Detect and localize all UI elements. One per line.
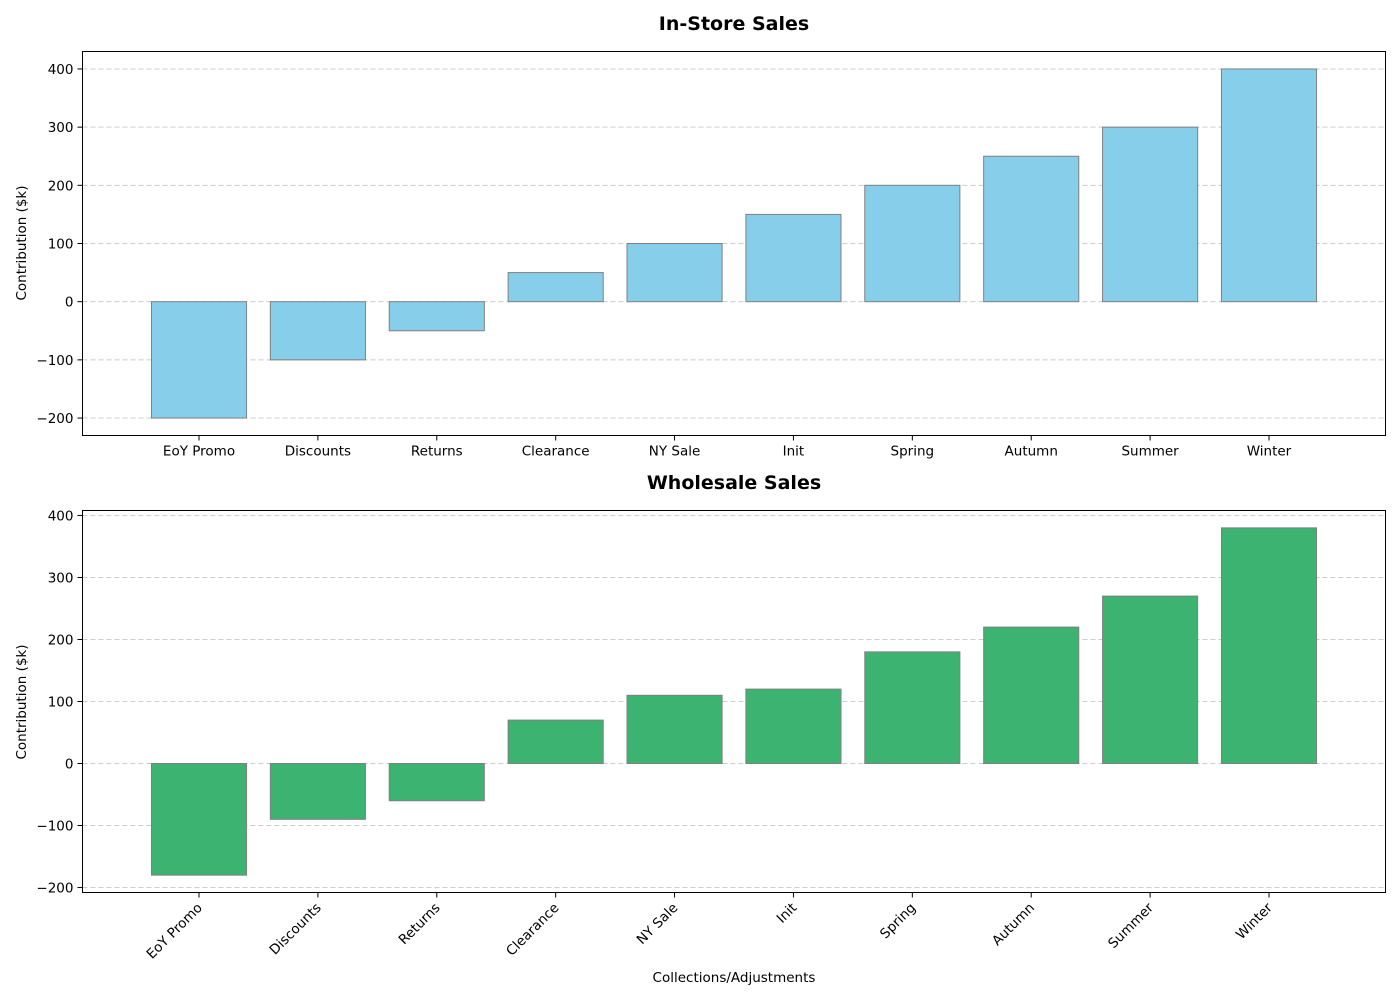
y-tick-label: 100	[48, 237, 74, 253]
y-tick-label: 0	[65, 295, 74, 311]
bar	[745, 213, 842, 303]
x-tick-label: Summer	[1121, 444, 1179, 460]
y-tick-label: −200	[36, 411, 73, 427]
x-tick-label: EoY Promo	[163, 444, 235, 460]
bar	[269, 301, 366, 361]
x-tick-label: Winter	[1233, 900, 1276, 943]
bar	[864, 184, 961, 303]
y-tick-label: 200	[48, 632, 74, 648]
bar	[507, 719, 604, 765]
bar	[388, 763, 485, 802]
x-tick-label: NY Sale	[649, 444, 701, 460]
plot-frame	[82, 510, 1386, 893]
plot-frame	[82, 51, 1386, 436]
x-tick-label: Clearance	[503, 900, 562, 959]
bar	[626, 243, 723, 303]
x-tick-label: Clearance	[522, 444, 590, 460]
chart-title: In-Store Sales	[659, 13, 809, 35]
y-tick-label: 200	[48, 178, 74, 194]
y-tick-label: −100	[36, 353, 73, 369]
bar	[1102, 126, 1199, 303]
bar	[983, 626, 1080, 765]
y-axis-label: Contribution ($k)	[14, 185, 30, 300]
x-tick-label: Spring	[877, 900, 919, 942]
x-tick-label: Init	[783, 444, 805, 460]
bar	[1102, 595, 1199, 765]
x-tick-label: Winter	[1247, 444, 1292, 460]
x-tick-label: Spring	[891, 444, 935, 460]
y-tick-label: −100	[36, 819, 73, 835]
y-tick-label: 0	[65, 757, 74, 773]
y-tick-label: 400	[48, 508, 74, 524]
x-tick-label: EoY Promo	[144, 900, 206, 962]
x-tick-label: Returns	[396, 900, 444, 948]
x-tick-label: Summer	[1105, 900, 1157, 952]
bar	[983, 155, 1080, 303]
chart-title: Wholesale Sales	[647, 472, 821, 494]
y-tick-label: 100	[48, 695, 74, 711]
x-tick-label: Discounts	[267, 900, 325, 958]
in-store-sales-panel: In-Store Sales Contribution ($k) −200 −10…	[14, 13, 1386, 460]
bar	[150, 301, 248, 419]
bar	[269, 763, 366, 820]
bar	[745, 688, 842, 765]
x-tick-label: Autumn	[989, 900, 1038, 949]
y-tick-label: 300	[48, 120, 74, 136]
x-axis-label: Collections/Adjustments	[653, 970, 816, 986]
x-tick-label: Discounts	[285, 444, 351, 460]
x-tick-label: NY Sale	[634, 900, 682, 948]
y-tick-label: 400	[48, 62, 74, 78]
x-tick-label: Returns	[411, 444, 463, 460]
bar	[150, 763, 248, 876]
bar	[626, 694, 723, 765]
bar	[507, 272, 604, 303]
bar	[388, 301, 485, 332]
wholesale-sales-panel: Wholesale Sales Contribution ($k) Collec…	[14, 472, 1386, 986]
x-tick-label: Autumn	[1005, 444, 1058, 460]
bar	[1220, 527, 1318, 765]
y-tick-label: 300	[48, 570, 74, 586]
y-axis-label: Contribution ($k)	[14, 644, 30, 759]
y-tick-label: −200	[36, 881, 73, 897]
x-tick-label: Init	[774, 900, 801, 927]
bar	[1220, 68, 1318, 303]
bar	[864, 651, 961, 765]
